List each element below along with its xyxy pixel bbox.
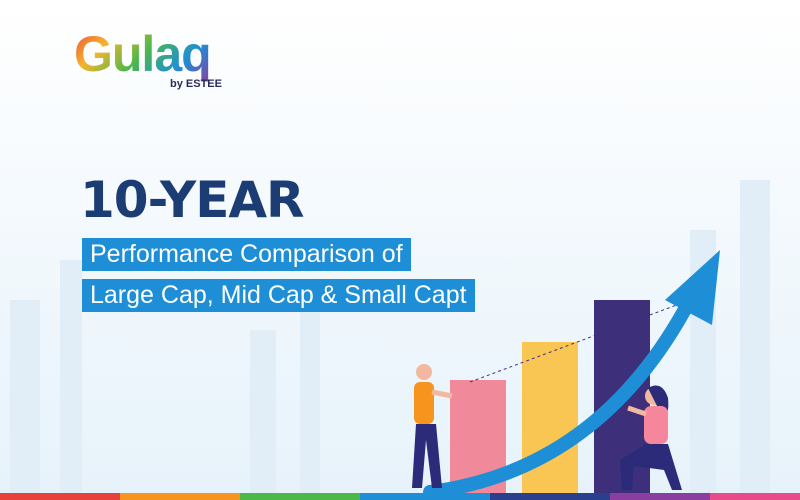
yellow-bar: [522, 342, 578, 495]
headline: 10-YEAR: [80, 171, 305, 229]
logo-text: Gulaq: [74, 26, 212, 82]
woman-figure: [620, 385, 682, 490]
logo-tagline: by ESTEE: [170, 78, 222, 90]
arrow-head: [665, 250, 720, 325]
subtitle-line: Performance Comparison of: [82, 238, 411, 271]
logo: Gulaq: [74, 26, 212, 82]
color-strip: [0, 493, 800, 500]
dotted-trend: [469, 299, 691, 383]
man-figure: [412, 364, 453, 488]
growth-arrow: [423, 293, 697, 499]
background-bars: [10, 180, 770, 500]
subtitle-line: Large Cap, Mid Cap & Small Capt: [82, 279, 475, 312]
